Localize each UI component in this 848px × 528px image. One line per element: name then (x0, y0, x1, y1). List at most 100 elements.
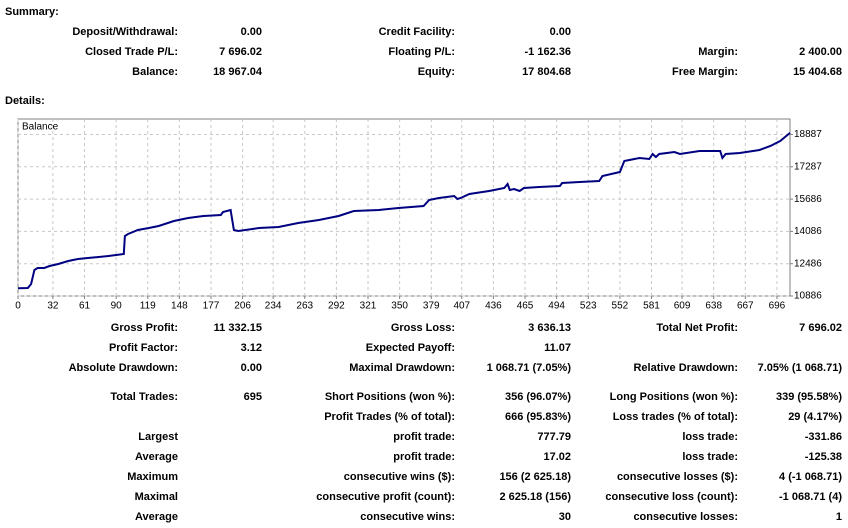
x-tick-label: 436 (485, 301, 502, 312)
value: 0.00 (550, 26, 571, 38)
x-tick-label: 32 (47, 301, 59, 312)
x-tick-label: 119 (140, 301, 156, 312)
label: consecutive wins: (360, 511, 455, 523)
x-tick-label: 61 (79, 301, 91, 312)
label: Long Positions (won %): (610, 391, 738, 403)
value: 3.12 (241, 342, 262, 354)
value: 2 400.00 (799, 46, 842, 58)
x-tick-label: 667 (737, 301, 754, 312)
x-tick-label: 379 (423, 301, 440, 312)
value: 695 (244, 391, 262, 403)
label: Gross Loss: (391, 322, 455, 334)
label: Equity: (418, 66, 455, 78)
details-heading: Details: (5, 95, 45, 107)
value: 11.07 (544, 342, 571, 354)
label: loss trade: (682, 431, 738, 443)
label: consecutive loss (count): (605, 491, 738, 503)
value: 2 625.18 (156) (499, 491, 571, 503)
x-tick-label: 407 (453, 301, 470, 312)
label: Maximal (135, 491, 178, 503)
x-tick-label: 206 (234, 301, 251, 312)
y-tick-label: 18887 (794, 129, 822, 140)
x-tick-label: 523 (580, 301, 597, 312)
value: 7.05% (1 068.71) (758, 362, 843, 374)
value: 1 (836, 511, 842, 523)
label: Maximal Drawdown: (349, 362, 455, 374)
y-tick-label: 14086 (794, 226, 822, 237)
x-tick-label: 465 (517, 301, 534, 312)
x-tick-label: 0 (15, 301, 21, 312)
label: profit trade: (393, 431, 455, 443)
value: 7 696.02 (799, 322, 842, 334)
x-tick-label: 552 (612, 301, 629, 312)
label: Profit Factor: (109, 342, 178, 354)
label: Largest (138, 431, 178, 443)
value: 777.79 (537, 431, 571, 443)
label: consecutive losses ($): (617, 471, 738, 483)
y-tick-label: 15686 (794, 194, 822, 205)
label: loss trade: (682, 451, 738, 463)
value: 0.00 (241, 362, 262, 374)
x-tick-label: 234 (265, 301, 282, 312)
label: Short Positions (won %): (325, 391, 455, 403)
summary-heading: Summary: (5, 6, 59, 18)
value: 18 967.04 (213, 66, 263, 78)
balance-line (17, 132, 791, 290)
x-tick-label: 263 (296, 301, 313, 312)
label: Free Margin: (672, 66, 738, 78)
value: 356 (96.07%) (505, 391, 571, 403)
x-tick-label: 609 (674, 301, 691, 312)
y-tick-label: 10886 (794, 291, 822, 302)
label: Balance: (132, 66, 178, 78)
label: profit trade: (393, 451, 455, 463)
x-tick-label: 638 (705, 301, 722, 312)
label: Closed Trade P/L: (85, 46, 178, 58)
label: Deposit/Withdrawal: (72, 26, 178, 38)
value: 666 (95.83%) (505, 411, 571, 423)
x-tick-label: 696 (769, 301, 786, 312)
legend-label: Balance (22, 122, 59, 133)
value: 7 696.02 (219, 46, 262, 58)
x-tick-label: 148 (171, 301, 188, 312)
label: Loss trades (% of total): (613, 411, 738, 423)
y-tick-label: 12486 (794, 258, 822, 269)
label: consecutive profit (count): (316, 491, 455, 503)
x-tick-label: 177 (203, 301, 220, 312)
label: Expected Payoff: (366, 342, 455, 354)
value: 17 804.68 (522, 66, 571, 78)
value: 15 404.68 (793, 66, 842, 78)
value: 30 (559, 511, 571, 523)
value: 17.02 (543, 451, 571, 463)
value: 4 (-1 068.71) (779, 471, 842, 483)
x-tick-label: 581 (643, 301, 660, 312)
label: Gross Profit: (111, 322, 178, 334)
x-tick-label: 494 (548, 301, 565, 312)
label: Maximum (127, 471, 178, 483)
value: 11 332.15 (214, 322, 262, 334)
label: Average (135, 511, 178, 523)
label: Floating P/L: (388, 46, 455, 58)
label: consecutive losses: (633, 511, 738, 523)
label: Profit Trades (% of total): (324, 411, 455, 423)
label: Total Trades: (110, 391, 178, 403)
label: Margin: (698, 46, 738, 58)
label: Relative Drawdown: (633, 362, 738, 374)
x-tick-label: 321 (360, 301, 377, 312)
x-tick-label: 350 (391, 301, 408, 312)
value: 3 636.13 (528, 322, 571, 334)
x-tick-label: 90 (111, 301, 123, 312)
value: -1 068.71 (4) (779, 491, 842, 503)
label: Absolute Drawdown: (69, 362, 178, 374)
label: Credit Facility: (379, 26, 455, 38)
label: consecutive wins ($): (344, 471, 455, 483)
value: 339 (95.58%) (776, 391, 842, 403)
value: 156 (2 625.18) (499, 471, 571, 483)
y-tick-label: 17287 (794, 161, 822, 172)
value: 29 (4.17%) (788, 411, 842, 423)
label: Average (135, 451, 178, 463)
value: -1 162.36 (525, 46, 571, 58)
label: Total Net Profit: (656, 322, 738, 334)
value: -331.86 (805, 431, 842, 443)
value: -125.38 (805, 451, 842, 463)
